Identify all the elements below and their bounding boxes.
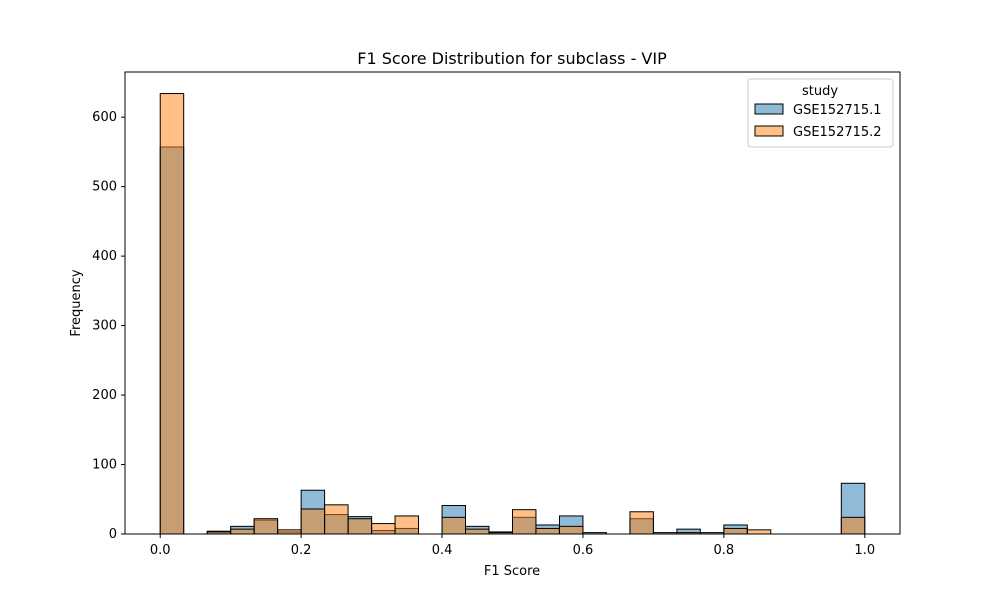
x-tick-label: 0.6 <box>573 543 594 558</box>
bar-series-2 <box>723 527 748 535</box>
legend-label-series-2: GSE152715.2 <box>793 125 882 140</box>
bar-series-2 <box>512 509 537 535</box>
y-tick-label: 400 <box>92 249 117 264</box>
x-tick-label: 1.0 <box>854 543 875 558</box>
y-tick-label: 500 <box>92 180 117 195</box>
y-tick-label: 300 <box>92 319 117 334</box>
bar-series-2 <box>535 527 560 535</box>
bar-series-2 <box>840 516 866 535</box>
bar-series-2 <box>441 516 467 535</box>
legend-swatch-series-2 <box>754 125 784 137</box>
bar-series-2 <box>253 518 279 535</box>
y-tick-label: 0 <box>109 527 117 542</box>
legend-title: study <box>802 84 838 99</box>
x-tick-label: 0.8 <box>714 543 735 558</box>
y-tick-label: 100 <box>92 458 117 473</box>
bar-series-2 <box>230 528 255 535</box>
bars-group <box>159 93 866 535</box>
bar-series-2 <box>558 525 584 535</box>
y-tick-label: 200 <box>92 388 117 403</box>
bar-series-2 <box>300 508 326 535</box>
bar-series-2 <box>159 93 185 535</box>
y-tick-label: 600 <box>92 110 117 125</box>
bar-series-2 <box>394 515 420 535</box>
bar-series-2 <box>371 523 396 535</box>
x-axis-label: F1 Score <box>484 564 540 579</box>
bar-series-2 <box>746 529 772 535</box>
plot-frame <box>124 71 901 535</box>
x-tick-label: 0.4 <box>432 543 453 558</box>
y-axis-label: Frequency <box>69 269 84 336</box>
bar-series-2 <box>277 529 302 535</box>
legend-swatch-series-1 <box>754 103 784 115</box>
bar-series-2 <box>324 504 349 535</box>
x-tick-label: 0.0 <box>150 543 171 558</box>
chart-title: F1 Score Distribution for subclass - VIP <box>357 49 667 68</box>
legend-box <box>747 78 894 148</box>
bar-series-2 <box>465 528 490 535</box>
legend-label-series-1: GSE152715.1 <box>793 103 882 118</box>
y-axis-ticks: 0 100 200 300 400 500 600 <box>92 110 125 542</box>
legend: study GSE152715.1 GSE152715.2 <box>747 78 894 148</box>
x-axis-ticks: 0.0 0.2 0.4 0.6 0.8 1.0 <box>150 534 875 558</box>
bar-series-2 <box>347 518 373 535</box>
bar-series-2 <box>629 511 654 535</box>
x-tick-label: 0.2 <box>291 543 312 558</box>
